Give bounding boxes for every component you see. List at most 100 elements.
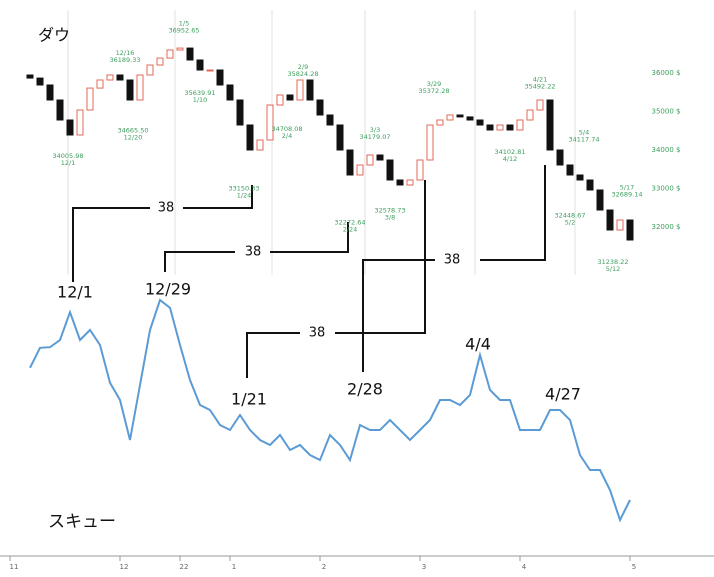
date-label: 1/5	[179, 19, 189, 27]
candle	[96, 79, 104, 89]
candle	[426, 124, 434, 161]
candle	[616, 219, 624, 231]
candle	[196, 59, 204, 71]
candle	[406, 179, 414, 186]
candle	[56, 99, 64, 121]
candle	[606, 209, 614, 231]
date-label: 4/21	[533, 76, 548, 84]
candle	[76, 109, 84, 136]
price-label: 34665.50	[117, 126, 148, 134]
candle	[396, 179, 404, 186]
skew-title: スキュー	[48, 512, 116, 532]
candle	[506, 124, 514, 131]
date-label: 5/17	[620, 183, 635, 191]
candle	[296, 79, 304, 101]
candle	[346, 149, 354, 176]
y-tick-label: 32000 $	[652, 223, 681, 231]
candle	[236, 99, 244, 126]
date-label: 12/29	[145, 280, 191, 299]
candle	[466, 116, 474, 121]
candle	[106, 74, 114, 81]
date-label: 4/12	[503, 155, 518, 163]
x-tick-label: 22	[180, 563, 189, 571]
price-label: 32272.64	[334, 218, 365, 226]
date-label: 2/4	[282, 132, 292, 140]
candle	[486, 124, 494, 131]
candle	[156, 57, 164, 66]
x-tick-label: 12	[120, 563, 129, 571]
candle	[596, 189, 604, 211]
price-label: 34005.98	[52, 152, 83, 160]
date-label: 12/16	[116, 49, 135, 57]
date-label: 5/2	[565, 219, 575, 227]
candle	[246, 124, 254, 151]
x-tick-label: 2	[322, 563, 326, 571]
x-tick-label: 1	[232, 563, 236, 571]
interval-label: 38	[444, 253, 461, 268]
y-tick-label: 35000 $	[652, 108, 681, 116]
y-tick-label: 34000 $	[652, 146, 681, 154]
candle	[376, 154, 384, 161]
date-label: 1/21	[231, 390, 267, 409]
candle	[566, 164, 574, 176]
price-label: 36189.33	[109, 56, 140, 64]
date-label: 1/24	[237, 192, 252, 200]
date-label: 5/4	[579, 128, 589, 136]
date-label: 3/3	[370, 126, 380, 134]
candle	[216, 69, 224, 86]
price-label: 34708.08	[271, 125, 302, 133]
brackets	[72, 165, 546, 378]
candle	[386, 159, 394, 181]
candle	[206, 69, 214, 72]
price-label: 36952.65	[168, 26, 199, 34]
candle	[476, 119, 484, 126]
x-tick-label: 11	[10, 563, 19, 571]
candle	[496, 124, 504, 131]
y-tick-label: 36000 $	[652, 69, 681, 77]
price-label: 35492.22	[524, 83, 555, 91]
candle	[626, 219, 634, 241]
candle	[186, 47, 194, 61]
date-label: 12/20	[124, 133, 143, 141]
candle	[276, 94, 284, 106]
candle	[546, 99, 554, 151]
date-label: 12/1	[57, 283, 93, 302]
candle	[136, 74, 144, 101]
x-tick-label: 4	[522, 563, 527, 571]
interval-label: 38	[309, 326, 326, 341]
y-tick-label: 33000 $	[652, 184, 681, 192]
price-label: 34117.74	[568, 135, 599, 143]
candle	[416, 159, 424, 181]
candle	[336, 124, 344, 151]
date-label: 2/9	[298, 63, 308, 71]
dow-title: ダウ	[38, 26, 70, 45]
x-tick-label: 3	[422, 563, 426, 571]
interval-label: 38	[245, 245, 262, 260]
grid	[67, 10, 576, 275]
candle	[66, 119, 74, 136]
date-label: 2/24	[343, 225, 358, 233]
candle	[306, 79, 314, 101]
price-label: 33150.33	[228, 185, 259, 193]
price-label: 32578.73	[374, 207, 405, 215]
date-label: 1/10	[193, 96, 208, 104]
candle	[26, 74, 34, 79]
candle	[266, 104, 274, 141]
candle	[126, 79, 134, 101]
date-label: 4/4	[465, 335, 491, 354]
price-label: 34179.07	[359, 133, 390, 141]
price-label: 31238.22	[597, 258, 628, 266]
date-label: 3/29	[427, 80, 442, 88]
price-label: 32448.67	[554, 212, 585, 220]
price-label: 35824.28	[287, 70, 318, 78]
candle	[286, 94, 294, 101]
candle	[586, 179, 594, 191]
x-tick-label: 5	[632, 563, 636, 571]
candle	[516, 119, 524, 131]
date-label: 5/12	[606, 265, 621, 273]
candle	[166, 49, 174, 59]
candle	[526, 109, 534, 121]
candle	[556, 149, 564, 166]
price-label: 35639.91	[184, 89, 215, 97]
candle	[86, 87, 94, 111]
